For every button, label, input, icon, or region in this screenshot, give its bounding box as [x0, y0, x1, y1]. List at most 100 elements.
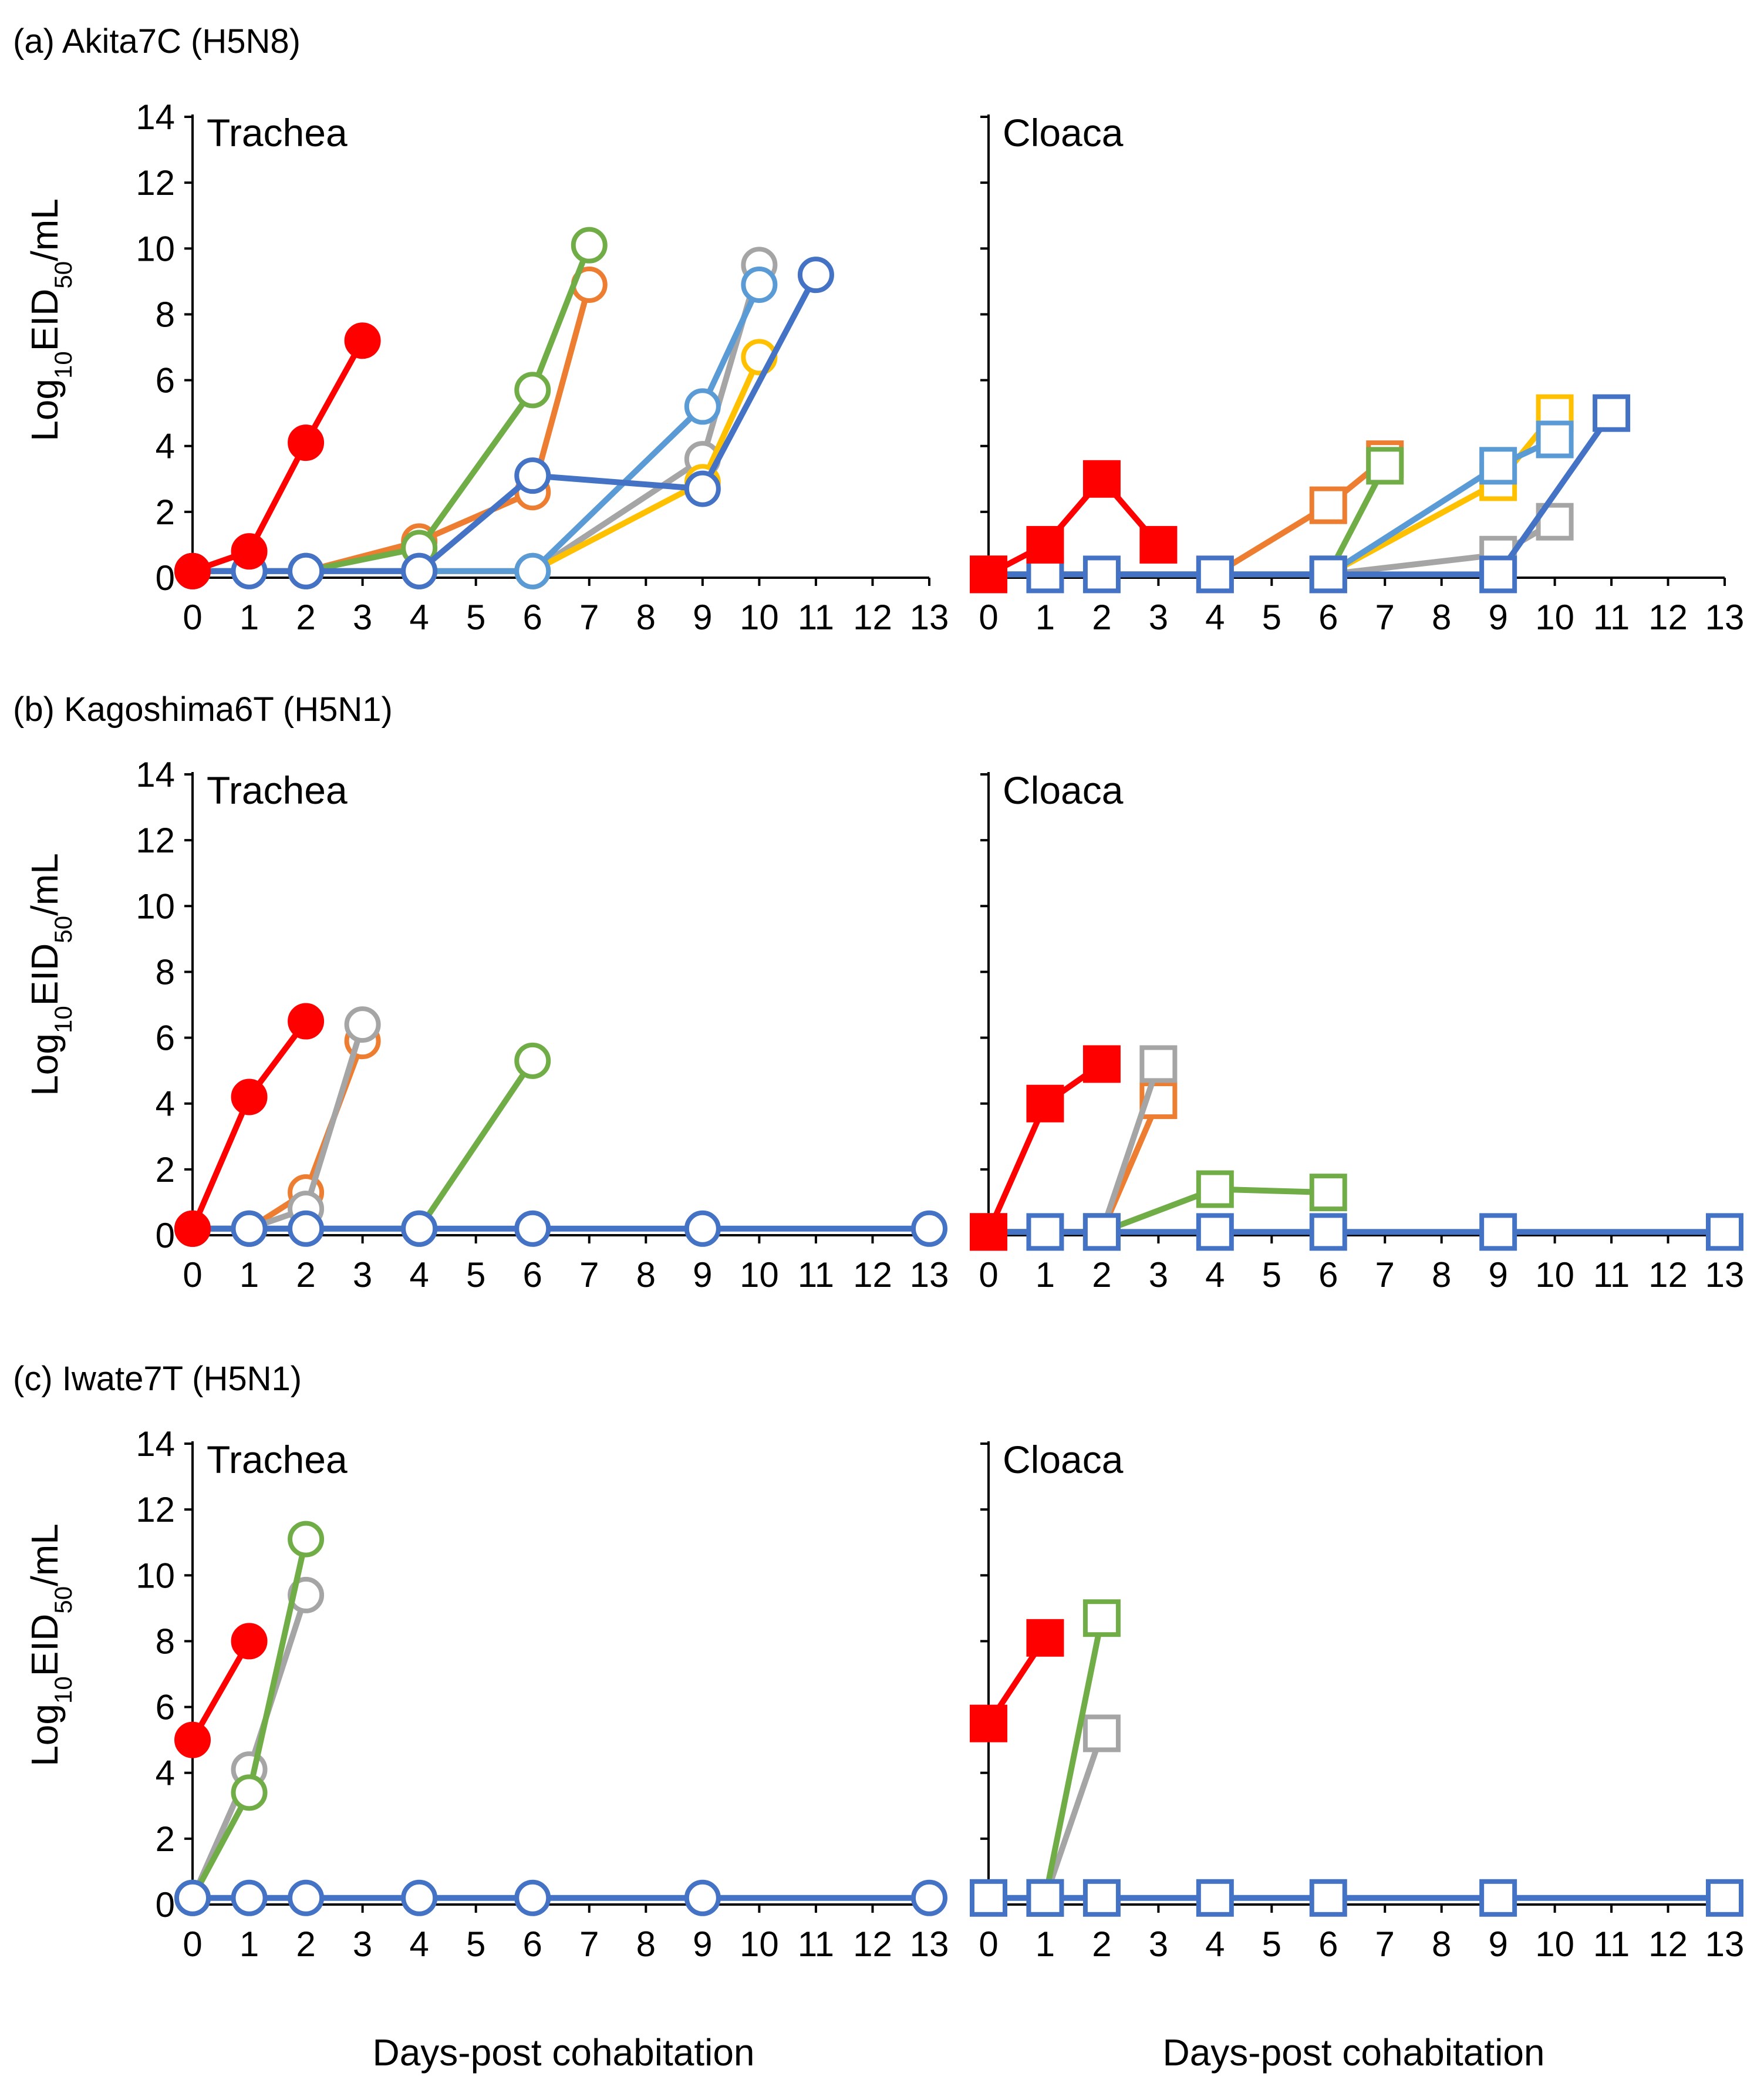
x-tick-label: 4 [1205, 1255, 1225, 1295]
x-tick-label: 13 [1705, 598, 1745, 637]
x-tick-label: 0 [979, 598, 998, 637]
series-blue [174, 1879, 947, 1916]
x-tick-label: 13 [910, 1255, 949, 1295]
x-tick-label: 9 [1488, 598, 1507, 637]
data-point [174, 552, 211, 589]
data-point [288, 424, 325, 461]
x-tick-label: 3 [1149, 1924, 1168, 1964]
series-inoculated [174, 1623, 268, 1758]
y-axis-title-b: Log10EID50/mL [23, 853, 77, 1096]
data-point [231, 1210, 268, 1247]
data-point [1082, 1213, 1121, 1251]
y-tick-label: 14 [136, 1424, 175, 1464]
panel-title: Cloaca [1003, 769, 1124, 812]
data-point [1139, 1081, 1178, 1120]
data-point [288, 552, 325, 589]
data-point [514, 1210, 551, 1247]
y-tick-label: 4 [156, 427, 175, 466]
y-tick-label: 4 [156, 1084, 175, 1124]
data-point [1026, 1619, 1064, 1657]
x-tick-label: 6 [523, 1255, 542, 1295]
data-point [1706, 1879, 1743, 1917]
data-point [514, 372, 551, 409]
data-point [344, 322, 381, 359]
y-tick-label: 14 [136, 755, 175, 794]
x-tick-label: 10 [740, 1255, 779, 1295]
x-tick-label: 2 [1092, 1255, 1111, 1295]
panel-title: Trachea [207, 769, 348, 812]
x-tick-label: 9 [693, 1255, 712, 1295]
x-tick-label: 9 [1488, 1924, 1507, 1964]
data-point [288, 1003, 325, 1040]
x-tick-label: 3 [353, 598, 372, 637]
row-title-b: (b) Kagoshima6T (H5N1) [13, 690, 393, 729]
x-tick-label: 12 [853, 1924, 892, 1964]
data-point [1196, 555, 1234, 594]
panel-title: Trachea [207, 1438, 348, 1481]
x-tick-label: 1 [1036, 1924, 1055, 1964]
data-point [514, 552, 551, 589]
x-tick-label: 4 [409, 1255, 429, 1295]
x-tick-label: 10 [1535, 1924, 1574, 1964]
x-tick-label: 2 [296, 1255, 315, 1295]
x-tick-label: 11 [1593, 1924, 1630, 1964]
x-tick-label: 10 [740, 1924, 779, 1964]
x-tick-label: 5 [466, 1255, 485, 1295]
data-point [1196, 1213, 1234, 1251]
y-tick-label: 12 [136, 163, 175, 203]
data-point [514, 1042, 551, 1079]
y-tick-label: 10 [136, 229, 175, 268]
x-tick-label: 7 [579, 1924, 599, 1964]
row-title-c: (c) Iwate7T (H5N1) [13, 1360, 302, 1398]
data-point [1479, 1213, 1517, 1251]
panel-title: Cloaca [1003, 111, 1124, 154]
x-tick-label: 6 [523, 1924, 542, 1964]
data-point [514, 1879, 551, 1916]
x-tick-label: 2 [296, 598, 315, 637]
data-point [911, 1210, 947, 1247]
y-tick-label: 14 [136, 97, 175, 137]
x-tick-label: 11 [1593, 598, 1630, 637]
data-point [1309, 486, 1347, 524]
row-title-a: (a) Akita7C (H5N8) [13, 22, 301, 60]
x-tick-label: 5 [1262, 1924, 1281, 1964]
data-point [684, 1210, 721, 1247]
data-point [231, 1879, 268, 1916]
x-tick-label: 9 [693, 598, 712, 637]
data-point [514, 457, 551, 494]
data-point [174, 1879, 211, 1916]
x-tick-label: 8 [1432, 1924, 1451, 1964]
data-point [288, 1879, 325, 1916]
data-point [1479, 555, 1517, 594]
data-point [401, 552, 438, 589]
data-point [1082, 1599, 1121, 1637]
data-point [1082, 1045, 1121, 1083]
x-tick-label: 4 [1205, 598, 1225, 637]
y-axis-title-c: Log10EID50/mL [23, 1524, 77, 1767]
series-blue [970, 1879, 1743, 1917]
x-tick-label: 7 [1375, 1924, 1395, 1964]
series-line-green [1042, 1615, 1105, 1901]
x-tick-label: 6 [1318, 598, 1338, 637]
data-point [288, 1521, 325, 1558]
data-point [684, 388, 721, 425]
x-tick-label: 3 [1149, 598, 1168, 637]
data-point [1082, 1714, 1121, 1752]
x-tick-label: 9 [1488, 1255, 1507, 1295]
x-axis-title-left: Days-post cohabitation [372, 2031, 754, 2074]
x-tick-label: 0 [183, 598, 202, 637]
data-point [401, 1210, 438, 1247]
data-point [1139, 1045, 1178, 1083]
data-point [1479, 447, 1517, 485]
x-tick-label: 8 [1432, 598, 1451, 637]
data-point [1026, 525, 1064, 564]
x-tick-label: 8 [636, 1255, 656, 1295]
data-point [797, 257, 834, 294]
x-tick-label: 7 [1375, 598, 1395, 637]
x-tick-label: 6 [523, 598, 542, 637]
x-tick-label: 10 [1535, 1255, 1574, 1295]
data-point [174, 1210, 211, 1247]
x-tick-label: 0 [183, 1255, 202, 1295]
